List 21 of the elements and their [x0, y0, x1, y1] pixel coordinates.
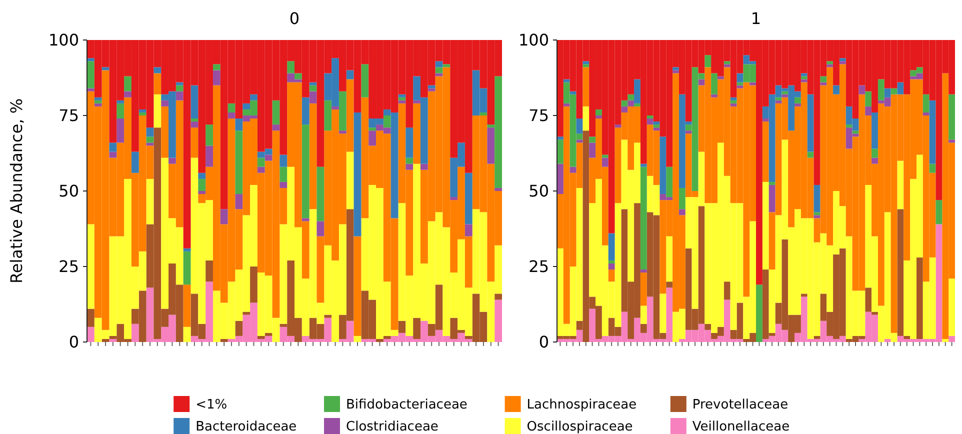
legend-label: Bacteroidaceae [196, 420, 297, 434]
legend-label: Prevotellaceae [692, 398, 788, 413]
legend-label: Lachnospiraceae [526, 398, 637, 413]
legend-label: Bifidobacteriaceae [346, 398, 468, 413]
y-tick-label: 75 [528, 106, 549, 126]
y-tick-label: 0 [68, 332, 79, 352]
y-tick-label: 50 [58, 182, 79, 201]
y-tick-label: 25 [528, 257, 549, 276]
legend-label: Veillonellaceae [692, 420, 790, 434]
legend-label: Clostridiaceae [346, 420, 438, 434]
y-tick-label: 0 [538, 332, 549, 352]
y-tick-label: 25 [58, 257, 79, 276]
y-axis-title: Relative Abundance, % [7, 98, 26, 284]
y-tick-label: 100 [48, 30, 79, 50]
legend-label: Oscillospiraceae [526, 420, 633, 434]
y-tick-label: 100 [518, 30, 549, 50]
chart-title: 1 [750, 9, 762, 28]
legend-label: <1% [196, 398, 228, 413]
y-tick-label: 75 [58, 106, 79, 126]
y-tick-label: 50 [528, 182, 549, 201]
chart-title: 0 [289, 9, 300, 28]
